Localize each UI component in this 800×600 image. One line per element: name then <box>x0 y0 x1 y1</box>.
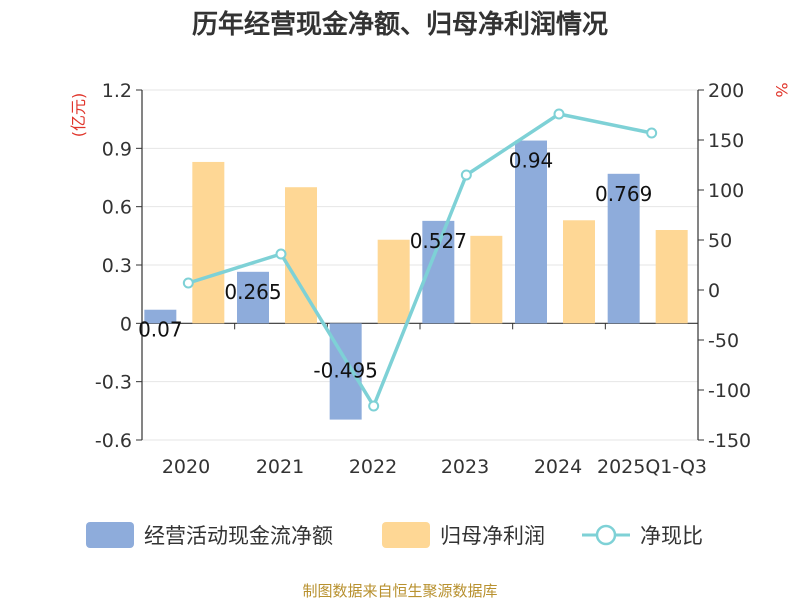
y-left-tick-label: 0 <box>120 313 132 335</box>
x-tick-label: 2024 <box>534 456 582 478</box>
y-right-tick-label: -100 <box>708 380 751 402</box>
legend-label-net-profit: 归母净利润 <box>440 524 545 548</box>
y-right-tick-label: -150 <box>708 430 751 452</box>
net-cash-ratio-line <box>182 108 658 412</box>
cashflow-bar <box>144 309 177 324</box>
net-profit-bar <box>192 161 225 324</box>
y-left-tick-label: 1.2 <box>102 80 132 102</box>
legend-swatch-net-profit <box>382 522 430 548</box>
x-tick-label: 2021 <box>256 456 304 478</box>
net-profit-bar <box>285 187 317 324</box>
y-right-tick-label: 150 <box>708 130 744 152</box>
net-cash-ratio-point <box>646 127 658 139</box>
data-labels: 0.07 0.265 -0.495 0.527 0.94 0.769 <box>138 149 652 383</box>
cashflow-data-label: -0.495 <box>313 359 377 383</box>
y-left-tick-label: -0.3 <box>95 372 132 394</box>
cashflow-bar <box>515 140 547 324</box>
cashflow-bar <box>607 173 640 324</box>
chart-title: 历年经营现金净额、归母净利润情况 <box>192 9 608 40</box>
net-cash-ratio-point <box>553 108 565 120</box>
net-cash-ratio-point <box>182 277 194 289</box>
net-profit-bar <box>563 220 595 324</box>
net-profit-bar <box>377 239 410 324</box>
legend-swatch-ratio-marker <box>595 524 617 546</box>
net-cash-ratio-polyline <box>187 112 653 408</box>
cashflow-data-label: 0.527 <box>410 229 467 253</box>
net-profit-bar <box>470 235 503 324</box>
source-note: 制图数据来自恒生聚源数据库 <box>302 582 497 600</box>
net-profit-bar <box>655 230 688 324</box>
y-left-tick-label: 0.3 <box>102 255 132 277</box>
cashflow-data-label: 0.769 <box>595 182 652 206</box>
y-right-tick-label: 100 <box>708 180 744 202</box>
axes: -0.6 -0.3 0 0.3 0.6 0.9 1.2 -150 -100 -50 0 50 100 15… <box>95 80 751 478</box>
x-tick-label: 2023 <box>441 456 489 478</box>
y-right-tick-label: 0 <box>708 280 720 302</box>
y-right-tick-label: 200 <box>708 80 744 102</box>
y-left-tick-label: -0.6 <box>95 430 132 452</box>
net-cash-ratio-point <box>368 400 380 412</box>
y-right-unit: % <box>772 82 791 97</box>
cashflow-bar <box>237 271 269 324</box>
legend-label-cashflow: 经营活动现金流净额 <box>144 524 333 548</box>
gridlines <box>142 89 698 441</box>
legend: 经营活动现金流净额 归母净利润 净现比 <box>86 522 703 548</box>
legend-label-ratio: 净现比 <box>640 524 703 548</box>
legend-swatch-cashflow <box>86 522 134 548</box>
y-right-tick-label: 50 <box>708 230 732 252</box>
net-cash-ratio-point <box>460 169 472 181</box>
x-tick-label: 2020 <box>162 456 210 478</box>
cashflow-data-label: 0.265 <box>224 280 281 304</box>
y-right-tick-label: -50 <box>708 330 739 352</box>
y-left-tick-label: 0.6 <box>102 197 132 219</box>
y-left-tick-label: 0.9 <box>102 138 132 160</box>
x-tick-label: 2022 <box>349 456 397 478</box>
cashflow-data-label: 0.94 <box>509 149 554 173</box>
cashflow-data-label: 0.07 <box>138 318 183 342</box>
x-tick-label: 2025Q1-Q3 <box>597 456 707 478</box>
y-left-unit: (亿元) <box>69 93 88 138</box>
net-cash-ratio-point <box>275 248 287 260</box>
